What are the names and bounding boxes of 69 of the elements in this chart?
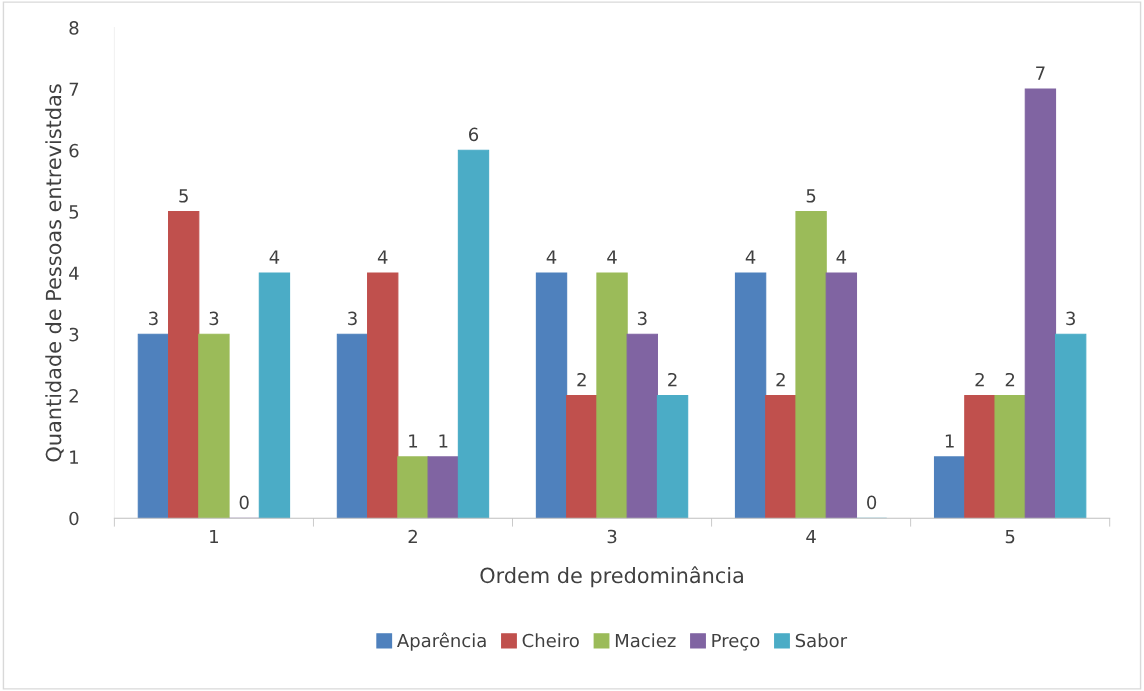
data-label: 2 bbox=[975, 372, 984, 387]
x-tick-label: 2 bbox=[408, 529, 417, 544]
legend-label: Aparência bbox=[397, 632, 486, 651]
bar bbox=[167, 211, 200, 519]
data-label: 6 bbox=[469, 127, 479, 142]
y-tick-label: 7 bbox=[69, 82, 79, 96]
bar bbox=[336, 333, 369, 519]
y-tick-label: 4 bbox=[69, 266, 79, 280]
data-label: 5 bbox=[806, 189, 816, 203]
data-label: 2 bbox=[776, 372, 785, 387]
legend-label: Cheiro bbox=[522, 633, 579, 648]
data-label: 3 bbox=[209, 311, 219, 326]
y-tick-label: 3 bbox=[69, 327, 79, 342]
bar bbox=[367, 272, 399, 519]
y-tick-label: 5 bbox=[69, 205, 79, 219]
data-label: 2 bbox=[577, 372, 586, 387]
y-tick-label: 0 bbox=[69, 511, 79, 526]
bar bbox=[535, 272, 568, 519]
x-tick-label: 3 bbox=[607, 529, 617, 544]
data-label: 0 bbox=[867, 495, 877, 510]
bar bbox=[795, 211, 827, 519]
bar bbox=[933, 456, 966, 519]
legend-label: Preço bbox=[712, 633, 760, 651]
y-tick-label: 6 bbox=[69, 143, 79, 158]
bar bbox=[964, 395, 996, 519]
y-tick-label: 2 bbox=[69, 389, 78, 403]
data-label: 3 bbox=[1066, 311, 1075, 326]
legend-label: Sabor bbox=[795, 633, 848, 648]
data-label: 1 bbox=[409, 434, 418, 448]
bar bbox=[427, 456, 459, 519]
legend-label: Maciez bbox=[615, 633, 676, 648]
data-label: 2 bbox=[668, 372, 677, 387]
y-axis-title: Quantidade de Pessoas entrevistdas bbox=[45, 84, 64, 462]
data-label: 4 bbox=[836, 250, 847, 264]
data-label: 3 bbox=[637, 311, 647, 326]
data-label: 5 bbox=[179, 189, 188, 203]
bar bbox=[137, 333, 170, 519]
bar bbox=[258, 272, 291, 519]
bar bbox=[198, 333, 230, 519]
bar bbox=[397, 456, 429, 519]
bar bbox=[825, 272, 858, 519]
data-label: 2 bbox=[1005, 372, 1015, 387]
data-label: 4 bbox=[269, 250, 280, 264]
bar bbox=[626, 333, 658, 519]
bar bbox=[566, 395, 598, 519]
bar bbox=[457, 149, 490, 519]
bar bbox=[734, 272, 767, 519]
x-tick-label: 4 bbox=[806, 529, 816, 544]
bar bbox=[596, 272, 628, 519]
x-tick-label: 1 bbox=[210, 529, 218, 544]
bar bbox=[1024, 88, 1057, 519]
data-label: 4 bbox=[546, 250, 557, 264]
x-tick-label: 5 bbox=[1005, 529, 1015, 544]
x-axis-title: Ordem de predominância bbox=[480, 566, 743, 588]
data-label: 3 bbox=[348, 311, 357, 326]
bar bbox=[656, 395, 689, 519]
bar bbox=[765, 395, 797, 519]
bar bbox=[1054, 333, 1087, 519]
bar bbox=[994, 395, 1026, 519]
data-label: 4 bbox=[745, 250, 756, 264]
y-tick-label: 8 bbox=[69, 21, 79, 35]
data-label: 0 bbox=[239, 495, 249, 510]
data-label: 1 bbox=[945, 434, 954, 448]
y-tick-label: 1 bbox=[70, 450, 79, 464]
data-label: 3 bbox=[149, 311, 158, 326]
data-label: 7 bbox=[1036, 66, 1045, 80]
data-label: 4 bbox=[607, 250, 617, 264]
data-label: 4 bbox=[377, 250, 388, 264]
data-label: 1 bbox=[439, 434, 448, 448]
